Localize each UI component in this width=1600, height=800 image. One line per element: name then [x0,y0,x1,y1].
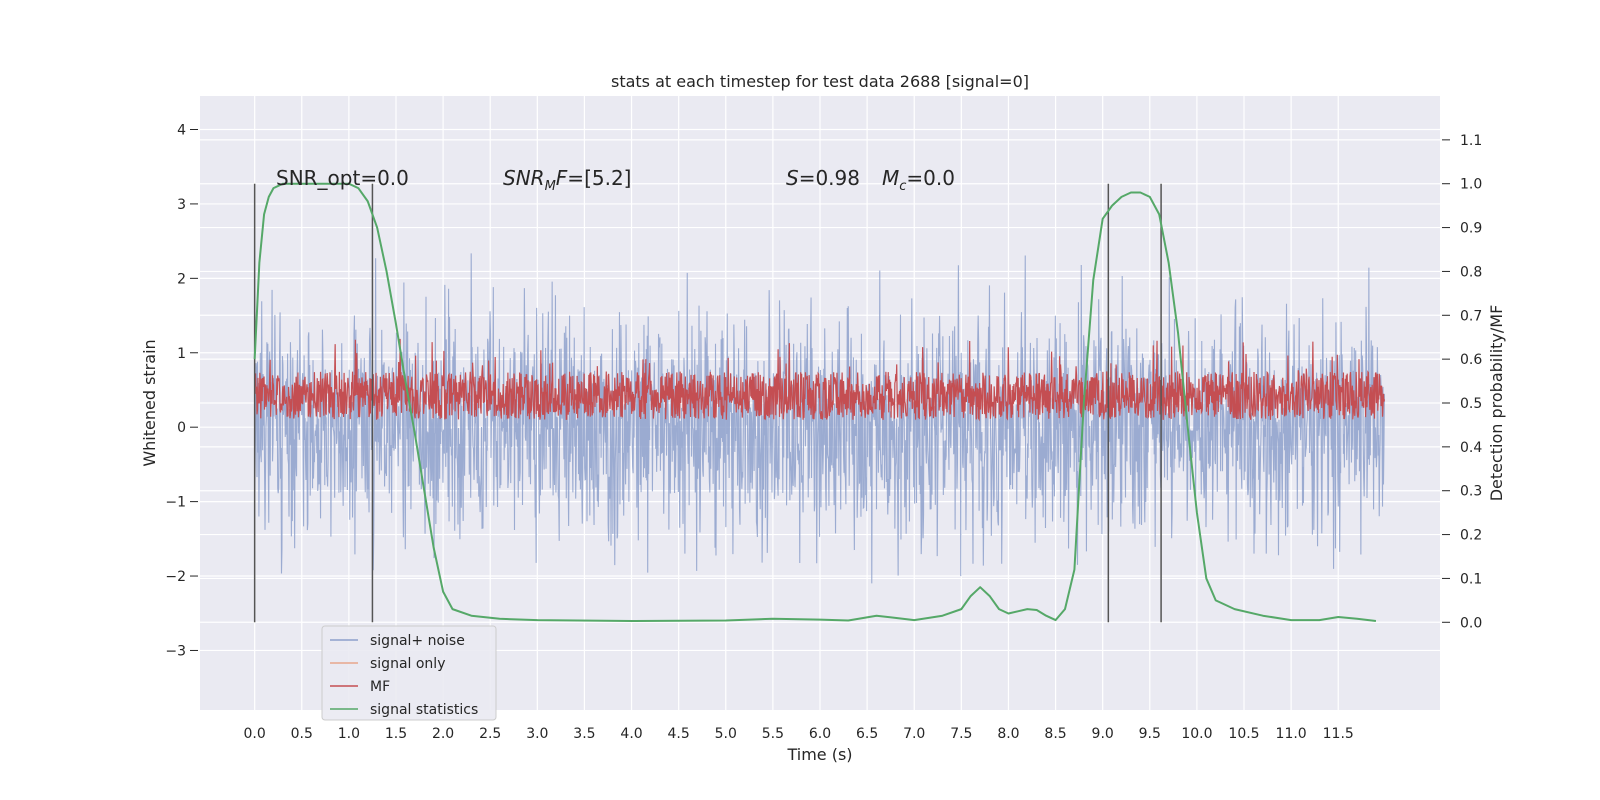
x-tick-label: 0.0 [244,726,266,742]
y-tick-label: −2 [165,569,186,585]
x-tick-label: 1.0 [338,726,360,742]
annotation-snr-mf-value: [5.2] [584,166,631,190]
annotation-snr-mf: SNRMF=[5.2] [503,166,631,194]
x-axis-label: Time (s) [786,745,852,764]
signal-statistics-line [253,182,1377,622]
y-axis-label: Whitened strain [140,339,159,466]
x-tick-label: 4.0 [620,726,642,742]
y-right-tick-label: 0.4 [1460,440,1482,456]
legend-label-statistics: signal statistics [370,702,478,718]
x-tick-label: 10.0 [1181,726,1212,742]
y-right-tick-label: 1.1 [1460,133,1482,149]
y-right-tick-label: 0.5 [1460,396,1482,412]
x-tick-label: 10.5 [1228,726,1259,742]
y-right-tick-label: 0.8 [1460,264,1482,280]
mf-series [254,338,1385,422]
x-tick-label: 9.0 [1092,726,1114,742]
annotation-s-value: =0.98 [799,166,860,190]
y-right-axis-label: Detection probability/MF [1487,305,1506,502]
mf-line [254,338,1385,422]
y-tick-label: 3 [177,197,186,213]
x-tick-label: 1.5 [385,726,407,742]
x-tick-label: 7.5 [950,726,972,742]
y-tick-label: 4 [177,122,186,138]
x-tick-label: 7.0 [903,726,925,742]
signal-statistics-series [253,182,1377,622]
y-right-tick-label: 0.3 [1460,484,1482,500]
window-markers [253,183,1162,623]
x-tick-label: 9.5 [1139,726,1161,742]
x-tick-label: 8.0 [997,726,1019,742]
y-tick-label: 2 [177,271,186,287]
legend-box [321,625,497,721]
y-right-tick-label: 0.0 [1460,615,1482,631]
x-tick-label: 5.0 [715,726,737,742]
x-tick-label: 11.0 [1276,726,1307,742]
annotation-snr-opt: SNR_opt=0.0 [276,166,409,190]
x-tick-label: 5.5 [762,726,784,742]
y-tick-label: −1 [165,495,186,511]
y-tick-label: 0 [177,420,186,436]
chart-title: stats at each timestep for test data 268… [611,72,1029,91]
annotation-mc-value: =0.0 [906,166,955,190]
annotation-mc: Mc=0.0 [882,166,955,194]
y-right-tick-label: 0.7 [1460,308,1482,324]
y-tick-label: −3 [165,643,186,659]
y-tick-label: 1 [177,346,186,362]
x-tick-label: 11.5 [1323,726,1354,742]
axis-ticks: 0.0 0.5 1.0 1.5 2.0 2.5 3.0 3.5 4.0 4.5 5.0 5.5 6.0 6… [165,122,1482,742]
signal-noise-line [254,253,1385,584]
legend-label-noise: signal+ noise [370,633,465,649]
legend-label-mf: MF [370,679,390,695]
signal-noise-series [254,253,1385,584]
x-tick-label: 4.5 [668,726,690,742]
annotation-s: S=0.98 [786,166,860,190]
x-tick-label: 0.5 [291,726,313,742]
x-tick-label: 3.0 [526,726,548,742]
legend: signal+ noise signal only MF signal stat… [321,625,497,721]
x-tick-label: 6.0 [809,726,831,742]
x-tick-label: 2.5 [479,726,501,742]
x-tick-label: 8.5 [1044,726,1066,742]
y-right-tick-label: 0.9 [1460,221,1482,237]
x-tick-label: 3.5 [573,726,595,742]
y-right-tick-label: 0.1 [1460,571,1482,587]
legend-label-signal: signal only [370,656,445,672]
y-right-tick-label: 1.0 [1460,177,1482,193]
y-right-tick-label: 0.2 [1460,528,1482,544]
x-tick-label: 6.5 [856,726,878,742]
y-right-tick-label: 0.6 [1460,352,1482,368]
x-tick-label: 2.0 [432,726,454,742]
